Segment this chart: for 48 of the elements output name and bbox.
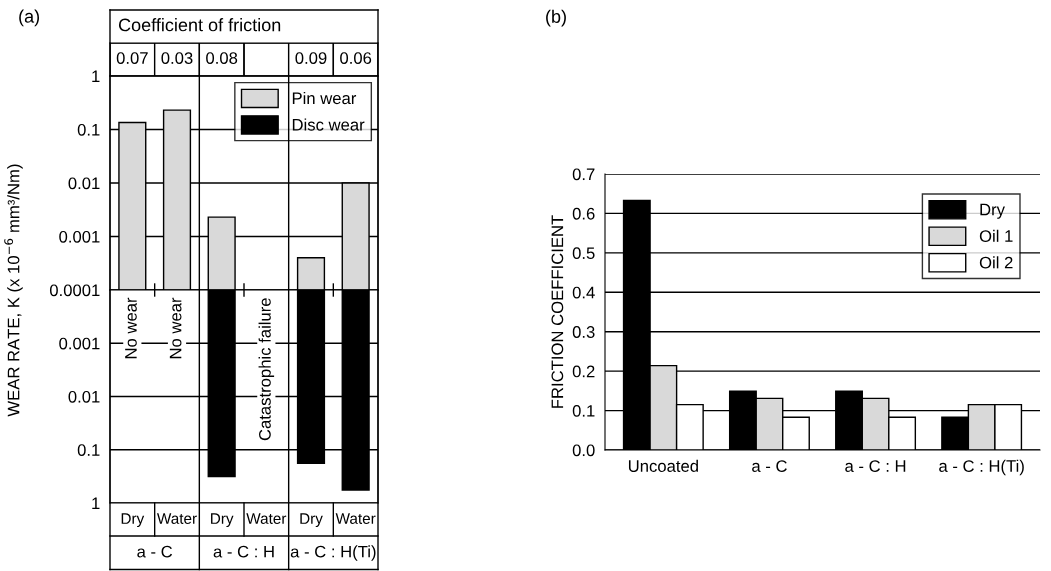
annotation: No wear bbox=[125, 297, 137, 359]
text: (a) bbox=[19, 9, 40, 27]
x-tick-label: Dry bbox=[121, 513, 145, 527]
y-tick-label: 0.01 bbox=[68, 177, 100, 190]
x-tick-label: Water bbox=[156, 513, 197, 524]
data-label: 0.09 bbox=[295, 52, 327, 64]
annotation: Catastrophic failure bbox=[258, 298, 275, 441]
x-tick-label: Dry bbox=[211, 513, 234, 527]
y-tick-label: 0.001 bbox=[59, 337, 100, 350]
y-tick-label: 0.01 bbox=[68, 390, 100, 403]
y-tick-label: 0.3 bbox=[572, 326, 595, 338]
chart-title: Coefficient of friction bbox=[118, 18, 281, 32]
x-tick-label: Dry bbox=[300, 513, 323, 527]
data-label: 0.08 bbox=[206, 52, 238, 64]
legend-label: Disc wear bbox=[292, 118, 365, 131]
text: (b) bbox=[546, 9, 566, 27]
data-label: 0.07 bbox=[116, 52, 148, 64]
y-tick-label: 0.1 bbox=[572, 404, 595, 417]
x-tick-label: Uncoated bbox=[628, 459, 698, 472]
text: a - C : H(Ti) bbox=[290, 545, 376, 561]
legend-label: Oil 2 bbox=[979, 256, 1013, 269]
text: a - C : H bbox=[213, 545, 274, 558]
y-tick-label: 1 bbox=[92, 497, 100, 510]
y-tick-label: 0.2 bbox=[572, 365, 595, 378]
text: a - C bbox=[137, 545, 173, 558]
y-tick-label: 0.6 bbox=[572, 207, 595, 220]
y-tick-label: 0.0001 bbox=[49, 284, 100, 297]
y-tick-label: 0.0 bbox=[572, 444, 595, 457]
y-axis-title: WEAR RATE, K (x 10$^{−6}$ mm³/Nm) bbox=[4, 164, 23, 417]
y-tick-label: 0.1 bbox=[77, 123, 100, 136]
y-tick-label: 0.001 bbox=[59, 230, 100, 243]
x-tick-label: Water bbox=[246, 513, 287, 524]
x-tick-label: Water bbox=[335, 513, 376, 524]
y-axis-title: FRICTION COEFFICIENT bbox=[551, 215, 564, 408]
legend-label: Pin wear bbox=[292, 91, 357, 105]
annotation: No wear bbox=[169, 297, 182, 359]
y-tick-label: 0.7 bbox=[572, 168, 595, 181]
legend-label: Oil 1 bbox=[979, 229, 1013, 242]
y-tick-label: 0.5 bbox=[572, 247, 595, 260]
data-label: 0.03 bbox=[161, 52, 193, 64]
y-tick-label: 0.4 bbox=[572, 286, 595, 299]
x-tick-label: a - C : H(Ti) bbox=[939, 459, 1024, 476]
legend-label: Dry bbox=[980, 203, 1005, 219]
x-tick-label: a - C : H bbox=[845, 460, 906, 472]
y-tick-label: 0.1 bbox=[77, 444, 100, 456]
x-tick-label: a - C bbox=[752, 460, 787, 472]
y-tick-label: 1 bbox=[92, 70, 100, 83]
data-label: 0.06 bbox=[340, 52, 372, 64]
